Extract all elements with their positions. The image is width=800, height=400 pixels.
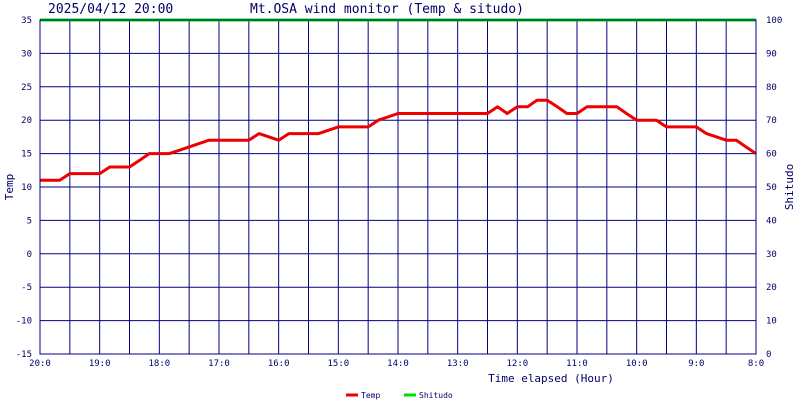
chart-title: Mt.OSA wind monitor (Temp & situdo) [250, 2, 524, 17]
y-tick-label: 0 [27, 250, 32, 260]
y2-tick-label: 0 [766, 350, 771, 360]
left-axis-ticks: -15 -10 -5 0 5 10 15 20 25 30 35 [16, 16, 32, 360]
y2-tick-label: 60 [766, 150, 777, 160]
x-tick-label: 13:0 [447, 359, 469, 369]
y-tick-label: 35 [21, 16, 32, 26]
y2-tick-label: 50 [766, 183, 777, 193]
series-line-temp [40, 98, 757, 182]
x-tick-label: 9:0 [688, 359, 704, 369]
y-tick-label: 25 [21, 83, 32, 93]
y-tick-label: 15 [21, 150, 32, 160]
x-tick-label: 10:0 [626, 359, 648, 369]
y-tick-label: -5 [21, 283, 32, 293]
y2-tick-label: 20 [766, 283, 777, 293]
x-axis-ticks: 20:0 19:0 18:0 17:0 16:0 15:0 14:0 13:0 12:0 11:0… [29, 359, 764, 369]
x-tick-label: 20:0 [29, 359, 51, 369]
legend: Temp Shitudo [346, 391, 453, 400]
chart-timestamp: 2025/04/12 20:00 [48, 2, 173, 17]
legend-label-shitudo: Shitudo [419, 391, 453, 400]
y-tick-label: 5 [27, 216, 32, 226]
x-tick-label: 17:0 [208, 359, 230, 369]
x-tick-label: 8:0 [748, 359, 764, 369]
grid-lines [40, 20, 756, 354]
x-tick-label: 18:0 [148, 359, 170, 369]
x-axis-label: Time elapsed (Hour) [488, 372, 614, 385]
y-axis-label: Temp [3, 174, 16, 201]
plot-border [39, 19, 757, 355]
x-tick-label: 15:0 [327, 359, 349, 369]
y2-tick-label: 90 [766, 49, 777, 59]
y2-tick-label: 40 [766, 216, 777, 226]
y2-tick-label: 30 [766, 250, 777, 260]
y-tick-label: -15 [16, 350, 32, 360]
x-tick-label: 16:0 [268, 359, 290, 369]
y2-axis-label: Shitudo [783, 164, 796, 210]
y2-tick-label: 80 [766, 83, 777, 93]
x-tick-label: 19:0 [89, 359, 111, 369]
x-tick-label: 11:0 [566, 359, 588, 369]
y2-tick-label: 100 [766, 16, 782, 26]
y-tick-label: 30 [21, 49, 32, 59]
right-axis-ticks: 0 10 20 30 40 50 60 70 80 90 100 [766, 16, 782, 360]
x-tick-label: 14:0 [387, 359, 409, 369]
legend-label-temp: Temp [361, 391, 380, 400]
y-tick-label: 10 [21, 183, 32, 193]
y2-tick-label: 70 [766, 116, 777, 126]
y-tick-label: -10 [16, 317, 32, 327]
y2-tick-label: 10 [766, 317, 777, 327]
x-tick-label: 12:0 [506, 359, 528, 369]
y-tick-label: 20 [21, 116, 32, 126]
